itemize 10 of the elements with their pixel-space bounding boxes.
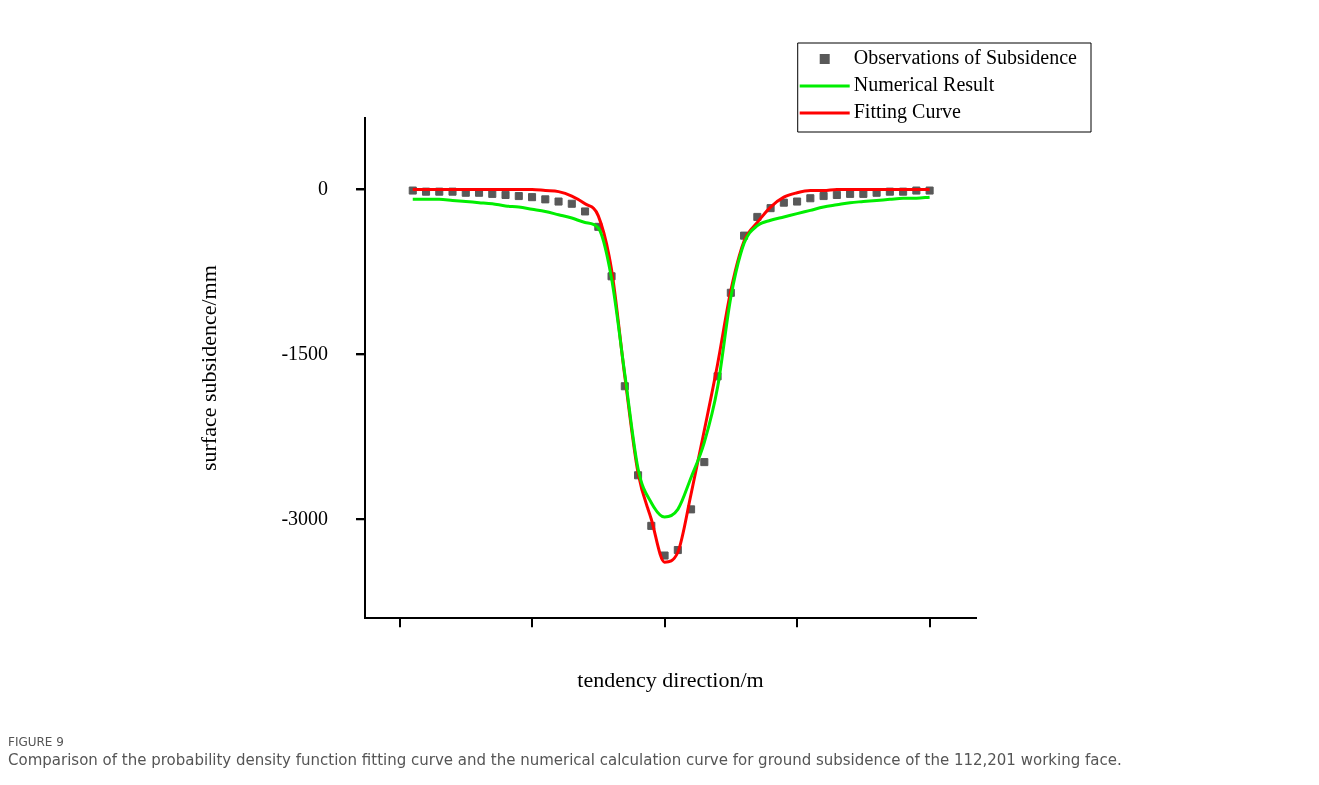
x-axis-title: tendency direction/m — [577, 666, 764, 692]
y-tick-label: -3000 — [281, 506, 329, 529]
legend-label: Fitting Curve — [853, 100, 962, 124]
caption: FIGURE 9 — [8, 735, 65, 749]
text: Comparison of the probability density function fitting curve and the numerical calculation curve for ground subsidence of the 112,201 working face. — [8, 751, 1123, 769]
legend-label: Numerical Result — [853, 73, 995, 96]
legend-label: Observations of Subsidence — [853, 46, 1078, 69]
y-tick-label: -1500 — [281, 341, 329, 364]
y-tick-label: 0 — [318, 176, 329, 199]
y-axis-title: surface subsidence/mm — [195, 265, 221, 472]
